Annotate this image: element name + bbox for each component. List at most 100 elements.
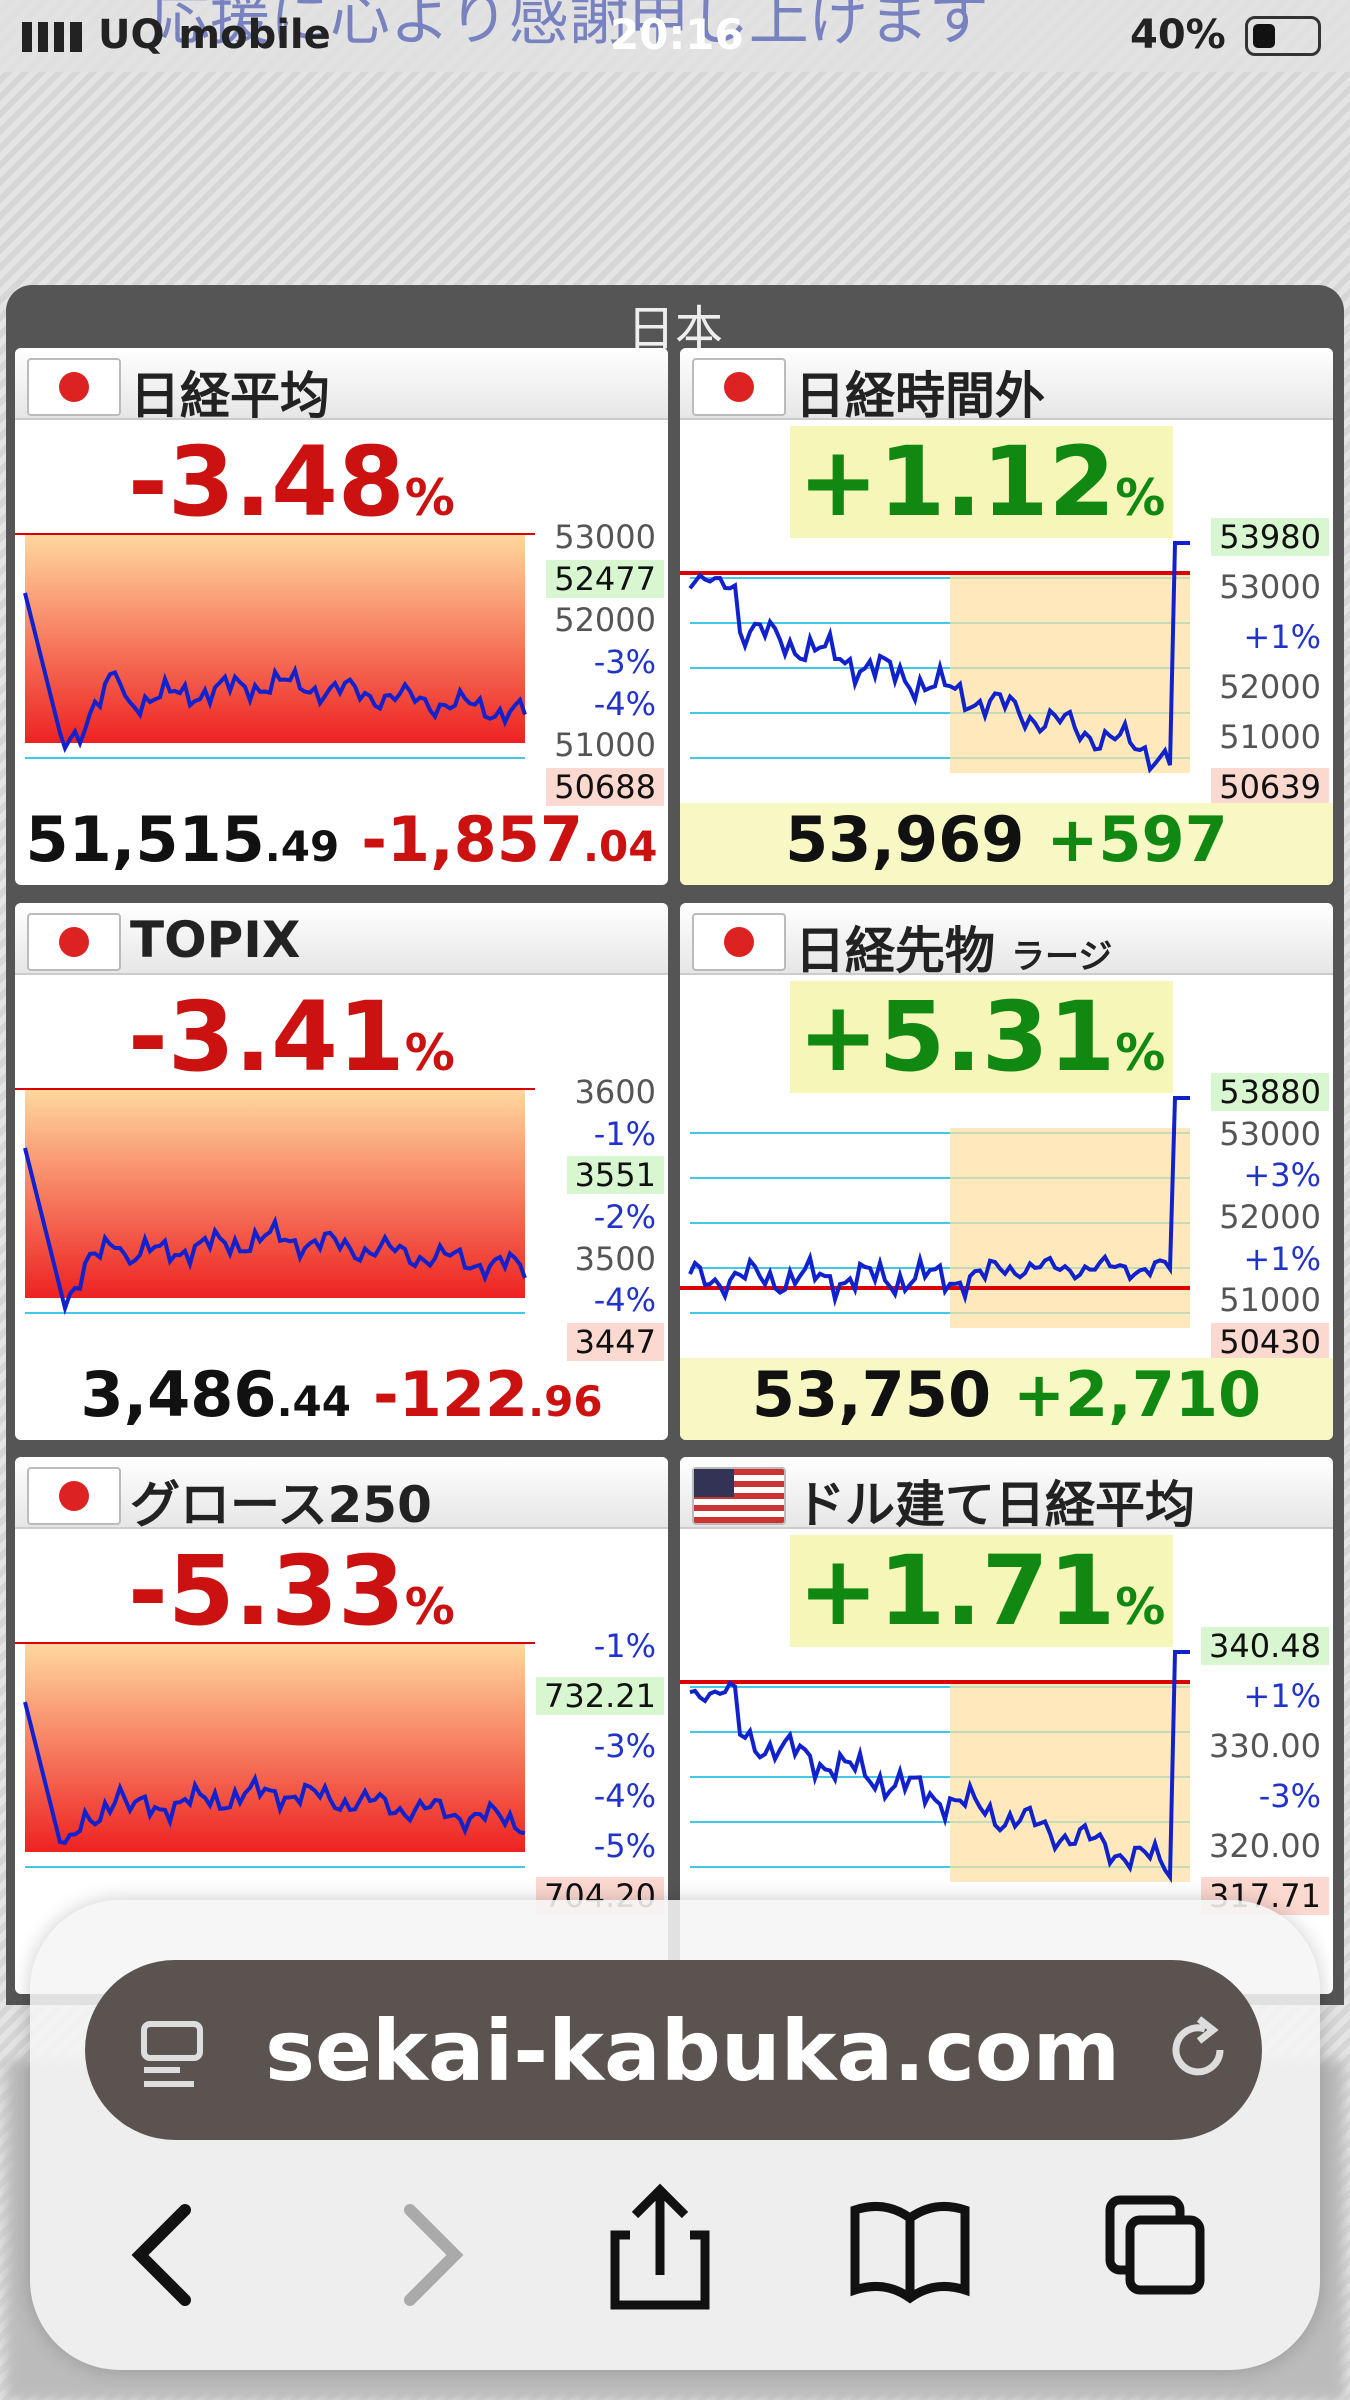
- axis-label: 53980: [1211, 518, 1329, 556]
- pct-unit: %: [404, 469, 455, 527]
- share[interactable]: [610, 2183, 710, 2310]
- axis-label: 3600: [574, 1073, 656, 1111]
- change-decimal: .04: [583, 822, 658, 871]
- quote-footer: 51,515.49 -1,857.04: [15, 803, 668, 885]
- card: 日経平均 -3.48% 53000 52477 52000 -3% -4% 51000 5068…: [15, 348, 668, 885]
- name-text: 日経平均: [130, 367, 330, 425]
- card-header: 日経時間外: [680, 348, 1333, 425]
- axis-label: 320.00: [1209, 1827, 1321, 1865]
- axis-label: -3%: [593, 643, 656, 681]
- change-pct: -3.41%: [120, 981, 463, 1093]
- range-fill: [25, 1642, 525, 1852]
- card-name: グロース250: [130, 1465, 432, 1537]
- time: 20:16: [610, 10, 744, 59]
- flag-dot: [724, 372, 754, 402]
- axis-label: 330.00: [1209, 1727, 1321, 1765]
- name-text: TOPIX: [130, 911, 301, 969]
- session-fill: [950, 1682, 1190, 1882]
- pct-value: -3.48: [128, 426, 405, 538]
- mini-chart: [15, 533, 535, 759]
- flag: [27, 913, 121, 971]
- axis-label: +1%: [1243, 618, 1321, 656]
- card-name: 日経時間外: [795, 356, 1045, 428]
- mini-chart: [15, 1088, 535, 1316]
- change-main: -122: [372, 1358, 529, 1431]
- mini-chart: [680, 541, 1190, 774]
- reader-icon[interactable]: [140, 2020, 220, 2090]
- mini-chart: [680, 1096, 1190, 1328]
- card-name: ドル建て日経平均: [795, 1465, 1195, 1537]
- name-text: 日経先物: [795, 922, 995, 980]
- banner: 応援に心より感謝申し上げます: [150, 0, 989, 54]
- axis-label: -3%: [1258, 1777, 1321, 1815]
- status-bar: 応援に心より感謝申し上げます UQ mobile 20:16 40%: [0, 0, 1350, 72]
- card-header: 日経平均: [15, 348, 668, 425]
- change-main: -1,857: [361, 803, 584, 876]
- card-header: 日経先物 ラージ: [680, 903, 1333, 980]
- axis-label: -2%: [593, 1198, 656, 1236]
- axis-label: -3%: [593, 1727, 656, 1765]
- quote-footer: 53,969 +597: [680, 803, 1333, 885]
- change-pct: +5.31%: [790, 981, 1174, 1093]
- axis-label: 53000: [1219, 1114, 1321, 1153]
- range-fill: [25, 533, 525, 743]
- axis-label: 53000: [554, 518, 656, 556]
- price-line: [688, 541, 1190, 774]
- card-header: グロース250: [15, 1457, 668, 1534]
- url[interactable]: sekai-kabuka.com: [265, 2002, 1121, 2100]
- price-decimal: .49: [264, 822, 340, 871]
- pct-value: +1.71: [798, 1535, 1116, 1647]
- axis-label: +1%: [1243, 1677, 1321, 1715]
- price-main: 53,969: [785, 803, 1025, 876]
- axis-label: 50430: [1211, 1323, 1329, 1361]
- browser-toolbar: sekai-kabuka.com: [30, 1900, 1320, 2370]
- pct-unit: %: [404, 1024, 455, 1082]
- change-main: +597: [1046, 803, 1228, 876]
- axis-label: 51000: [1219, 1281, 1321, 1320]
- axis-label: 3500: [574, 1239, 656, 1278]
- quote-footer: 53,750 +2,710: [680, 1358, 1333, 1440]
- axis-label: -4%: [593, 1281, 656, 1320]
- axis-label: 52000: [554, 601, 656, 640]
- axis-label: 53880: [1211, 1073, 1329, 1111]
- bookmarks[interactable]: [850, 2201, 970, 2304]
- axis-label: -5%: [593, 1827, 656, 1865]
- tabs[interactable]: [1105, 2195, 1205, 2295]
- mini-chart: [680, 1650, 1190, 1884]
- flag: [27, 1467, 121, 1525]
- name-text: 日経時間外: [795, 367, 1045, 425]
- axis-label: 52000: [1219, 1198, 1321, 1236]
- axis-label: 52477: [546, 559, 664, 598]
- flag-dot: [59, 927, 89, 957]
- change-pct: +1.12%: [790, 426, 1174, 538]
- pct-value: -5.33: [128, 1535, 405, 1647]
- axis-label: +3%: [1243, 1156, 1321, 1195]
- pct-value: -3.41: [128, 981, 405, 1093]
- axis-label: +1%: [1243, 1239, 1321, 1278]
- card-header: TOPIX: [15, 903, 668, 975]
- reload-icon[interactable]: [1165, 2015, 1235, 2085]
- session-fill: [950, 1128, 1190, 1328]
- change-pct: +1.71%: [790, 1535, 1174, 1647]
- name-sub: ラージ: [1011, 937, 1113, 977]
- session-fill: [950, 573, 1190, 773]
- axis-label: 51000: [1219, 718, 1321, 756]
- battery-icon: [1245, 16, 1321, 56]
- url-bar[interactable]: sekai-kabuka.com: [85, 1960, 1262, 2140]
- pct-unit: %: [404, 1578, 455, 1636]
- card-name: TOPIX: [130, 911, 300, 969]
- signal: [22, 22, 82, 52]
- card: TOPIX -3.41% 3600 -1% 3551 -2% 3500 -4% 3447 3,48…: [15, 903, 668, 1440]
- axis-label: 50688: [546, 768, 664, 806]
- price-line: [23, 592, 527, 754]
- price-decimal: .44: [276, 1377, 351, 1426]
- name-text: グロース250: [130, 1476, 432, 1534]
- forward[interactable]: [404, 2204, 464, 2306]
- axis-label: -4%: [593, 1777, 656, 1815]
- back[interactable]: [131, 2204, 191, 2306]
- flag: [692, 913, 786, 971]
- mini-chart: [15, 1642, 535, 1868]
- change-decimal: .96: [528, 1377, 603, 1426]
- axis-label: 3551: [566, 1156, 664, 1195]
